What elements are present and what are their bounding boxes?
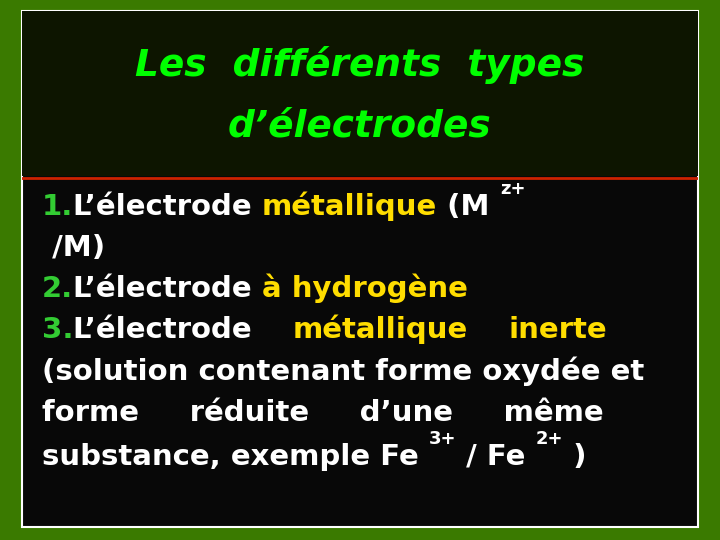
Text: 3.: 3. <box>42 316 73 345</box>
Text: forme     réduite     d’une     même: forme réduite d’une même <box>42 399 603 427</box>
Text: d’électrodes: d’électrodes <box>228 109 492 145</box>
Text: L’électrode: L’électrode <box>73 316 292 345</box>
Text: 2.: 2. <box>42 275 73 303</box>
Text: inerte: inerte <box>508 316 607 345</box>
Text: L’électrode: L’électrode <box>73 275 262 303</box>
Text: (M: (M <box>437 192 500 220</box>
Text: L’électrode: L’électrode <box>73 192 262 220</box>
Text: /M): /M) <box>42 234 105 262</box>
Text: 2+: 2+ <box>536 430 563 448</box>
Text: ): ) <box>563 443 587 471</box>
Text: 1.: 1. <box>42 192 73 220</box>
Text: 3+: 3+ <box>429 430 456 448</box>
Text: métallique: métallique <box>262 191 437 220</box>
Text: Les  différents  types: Les différents types <box>135 46 585 84</box>
Text: z+: z+ <box>500 180 526 198</box>
Text: (solution contenant forme oxydée et: (solution contenant forme oxydée et <box>42 356 644 386</box>
Text: métallique: métallique <box>292 315 468 345</box>
FancyBboxPatch shape <box>22 11 698 176</box>
Text: substance, exemple Fe: substance, exemple Fe <box>42 443 429 471</box>
Text: à hydrogène: à hydrogène <box>262 274 468 303</box>
Text: / Fe: / Fe <box>456 443 536 471</box>
